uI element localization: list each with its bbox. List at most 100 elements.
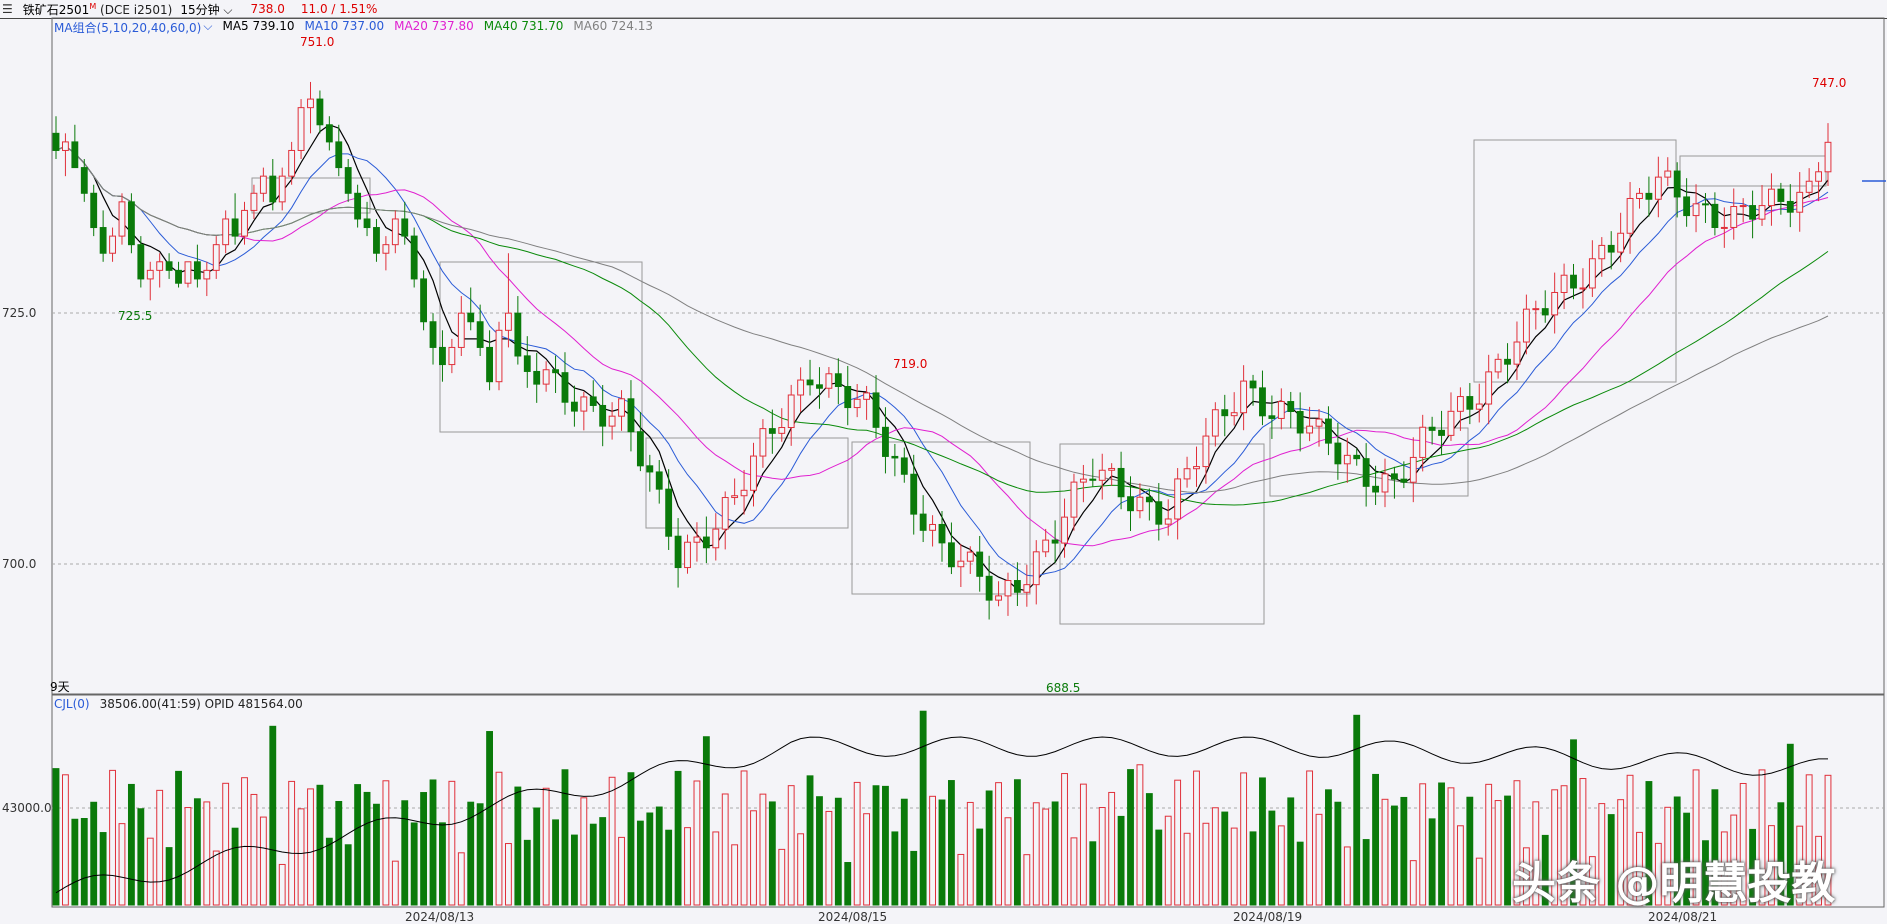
candle-body[interactable]	[797, 379, 805, 396]
candle-body[interactable]	[1098, 469, 1106, 481]
candle-body[interactable]	[335, 141, 343, 169]
candle-body[interactable]	[439, 346, 446, 366]
candle-body[interactable]	[80, 167, 88, 194]
candle-body[interactable]	[99, 227, 107, 254]
candle-body[interactable]	[495, 329, 503, 383]
candle-body[interactable]	[665, 488, 673, 537]
candle-body[interactable]	[1626, 197, 1634, 234]
candle-body[interactable]	[1720, 226, 1728, 229]
candle-body[interactable]	[1796, 191, 1804, 213]
candle-body[interactable]	[1758, 205, 1766, 220]
candle-body[interactable]	[1739, 205, 1747, 208]
candle-body[interactable]	[948, 542, 955, 568]
candle-body[interactable]	[1315, 418, 1323, 427]
candle-body[interactable]	[1815, 171, 1822, 182]
candle-body[interactable]	[1089, 478, 1097, 481]
candle-body[interactable]	[976, 551, 984, 577]
candle-body[interactable]	[580, 396, 588, 412]
candle-body[interactable]	[1438, 429, 1445, 436]
candle-body[interactable]	[1673, 170, 1681, 198]
candle-body[interactable]	[1079, 478, 1087, 483]
candle-body[interactable]	[552, 369, 559, 374]
candle-body[interactable]	[1277, 401, 1285, 419]
candle-body[interactable]	[1259, 387, 1266, 417]
candle-body[interactable]	[1164, 518, 1172, 525]
candle-body[interactable]	[1296, 411, 1304, 434]
candle-body[interactable]	[1032, 551, 1040, 586]
candle-body[interactable]	[910, 473, 918, 515]
candle-body[interactable]	[410, 235, 418, 280]
candle-body[interactable]	[1570, 274, 1577, 289]
candle-body[interactable]	[750, 455, 757, 491]
candle-body[interactable]	[156, 261, 164, 271]
candle-body[interactable]	[1824, 141, 1832, 173]
candle-body[interactable]	[1551, 291, 1559, 316]
candle-body[interactable]	[702, 536, 710, 549]
candle-body[interactable]	[1136, 496, 1144, 512]
candle-body[interactable]	[1419, 426, 1427, 458]
menu-icon[interactable]: ☰	[2, 2, 13, 16]
candle-body[interactable]	[344, 167, 352, 194]
volume-indicator-name[interactable]: CJL(0)	[54, 697, 90, 711]
candle-body[interactable]	[118, 201, 126, 237]
candle-body[interactable]	[1598, 244, 1606, 260]
candle-body[interactable]	[1108, 467, 1116, 471]
candle-body[interactable]	[740, 489, 748, 497]
candle-body[interactable]	[476, 321, 484, 348]
candle-body[interactable]	[721, 497, 729, 530]
candle-body[interactable]	[1249, 380, 1257, 389]
candle-body[interactable]	[882, 426, 889, 457]
candle-body[interactable]	[1607, 244, 1615, 253]
candle-body[interactable]	[1617, 232, 1625, 253]
candle-body[interactable]	[816, 384, 823, 389]
candle-body[interactable]	[900, 457, 908, 475]
candle-body[interactable]	[1381, 473, 1389, 493]
candle-body[interactable]	[1372, 485, 1379, 493]
candle-body[interactable]	[259, 175, 267, 194]
candle-body[interactable]	[354, 192, 362, 220]
candle-body[interactable]	[1306, 425, 1314, 434]
candle-body[interactable]	[1711, 203, 1719, 228]
candle-body[interactable]	[1786, 200, 1794, 213]
candle-body[interactable]	[52, 132, 60, 151]
candle-body[interactable]	[288, 149, 296, 177]
candle-body[interactable]	[938, 523, 946, 544]
candle-body[interactable]	[1004, 580, 1012, 597]
candle-body[interactable]	[1202, 435, 1210, 468]
candle-body[interactable]	[146, 269, 154, 280]
candle-body[interactable]	[1409, 456, 1417, 483]
candle-body[interactable]	[655, 471, 663, 490]
candle-body[interactable]	[778, 427, 786, 434]
candle-body[interactable]	[175, 269, 182, 284]
candle-body[interactable]	[787, 394, 795, 429]
candle-body[interactable]	[363, 218, 371, 229]
candle-body[interactable]	[759, 428, 767, 457]
candle-body[interactable]	[203, 269, 211, 280]
candle-body[interactable]	[71, 141, 79, 169]
candle-body[interactable]	[1475, 403, 1483, 410]
candle-body[interactable]	[929, 523, 936, 531]
chevron-down-icon[interactable]: ⌵	[203, 19, 213, 33]
candle-body[interactable]	[1749, 205, 1757, 220]
candle-body[interactable]	[62, 141, 69, 151]
candle-body[interactable]	[1230, 412, 1238, 417]
candle-body[interactable]	[373, 227, 380, 254]
candle-body[interactable]	[1145, 496, 1153, 503]
candle-body[interactable]	[307, 98, 314, 109]
candle-body[interactable]	[1061, 516, 1068, 544]
candle-body[interactable]	[1447, 410, 1455, 436]
candle-body[interactable]	[1513, 341, 1521, 365]
candle-body[interactable]	[1522, 308, 1530, 343]
candle-body[interactable]	[1127, 496, 1134, 512]
candle-body[interactable]	[1494, 358, 1502, 373]
candle-body[interactable]	[636, 431, 644, 467]
candle-body[interactable]	[589, 396, 597, 406]
candle-body[interactable]	[1485, 371, 1493, 405]
candle-body[interactable]	[995, 595, 1002, 601]
candle-body[interactable]	[1353, 454, 1361, 460]
candle-body[interactable]	[1325, 418, 1332, 444]
candle-body[interactable]	[109, 235, 116, 254]
candle-body[interactable]	[1391, 473, 1398, 480]
candle-body[interactable]	[834, 373, 842, 388]
candle-body[interactable]	[1193, 466, 1200, 470]
